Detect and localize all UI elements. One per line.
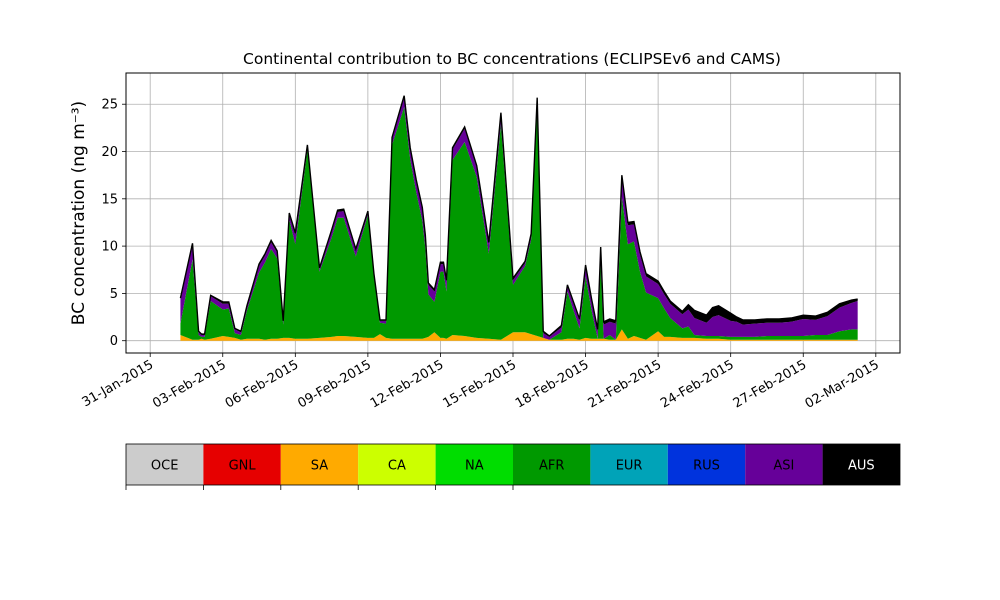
colorbar-label: SA bbox=[311, 459, 328, 474]
colorbar-segment-sa bbox=[280, 444, 359, 485]
y-axis-label: BC concentration (ng m⁻³) bbox=[69, 101, 89, 325]
colorbar-segment-rus bbox=[667, 444, 746, 485]
area-afr bbox=[180, 104, 858, 340]
colorbar-segment-asi bbox=[745, 444, 823, 485]
x-tick-label: 02-Mar-2015 bbox=[803, 357, 882, 411]
x-tick-label: 18-Feb-2015 bbox=[513, 357, 592, 411]
colorbar-label: GNL bbox=[229, 459, 257, 474]
y-tick-label: 20 bbox=[101, 145, 118, 160]
colorbar-label: AUS bbox=[848, 459, 875, 474]
y-tick-label: 0 bbox=[110, 334, 118, 349]
x-tick-label: 03-Feb-2015 bbox=[150, 357, 229, 411]
colorbar-segment-na bbox=[435, 444, 513, 485]
x-tick-label: 27-Feb-2015 bbox=[731, 357, 810, 411]
colorbar-label: CA bbox=[388, 459, 406, 474]
y-tick-label: 15 bbox=[101, 192, 118, 207]
x-tick-label: 12-Feb-2015 bbox=[368, 357, 447, 411]
y-tick-label: 5 bbox=[110, 287, 118, 302]
y-tick-label: 10 bbox=[101, 240, 118, 255]
colorbar-segment-afr bbox=[513, 444, 591, 485]
colorbar-label: RUS bbox=[693, 459, 720, 474]
colorbar-segment-ca bbox=[358, 444, 436, 485]
colorbar-label: EUR bbox=[616, 459, 643, 474]
x-tick-label: 06-Feb-2015 bbox=[223, 357, 302, 411]
x-tick-label: 21-Feb-2015 bbox=[586, 357, 665, 411]
colorbar-segment-gnl bbox=[203, 444, 281, 485]
colorbar-label: ASI bbox=[773, 459, 794, 474]
stacked-areas bbox=[180, 95, 858, 341]
colorbar-label: NA bbox=[465, 459, 484, 474]
y-axis-ticks: 0 5 10 15 20 25 bbox=[101, 98, 126, 349]
colorbar-segment-aus bbox=[822, 444, 900, 485]
colorbar-label: AFR bbox=[539, 459, 564, 474]
colorbar-segment-oce bbox=[126, 444, 204, 485]
x-axis-ticks: 31-Jan-201503-Feb-201506-Feb-201509-Feb-… bbox=[80, 353, 882, 412]
x-tick-label: 24-Feb-2015 bbox=[658, 357, 737, 411]
x-tick-label: 15-Feb-2015 bbox=[440, 357, 519, 411]
colorbar-segment-eur bbox=[590, 444, 668, 485]
region-colorbar: OCE GNL SA CA NA AFR EUR RUS ASI AUS bbox=[125, 443, 901, 490]
colorbar-label: OCE bbox=[151, 459, 179, 474]
total-outline bbox=[179, 95, 858, 337]
total-line bbox=[179, 95, 858, 337]
x-tick-label: 31-Jan-2015 bbox=[80, 357, 157, 410]
chart-title: Continental contribution to BC concentra… bbox=[243, 50, 781, 68]
y-tick-label: 25 bbox=[101, 98, 118, 113]
x-tick-label: 09-Feb-2015 bbox=[295, 357, 374, 411]
